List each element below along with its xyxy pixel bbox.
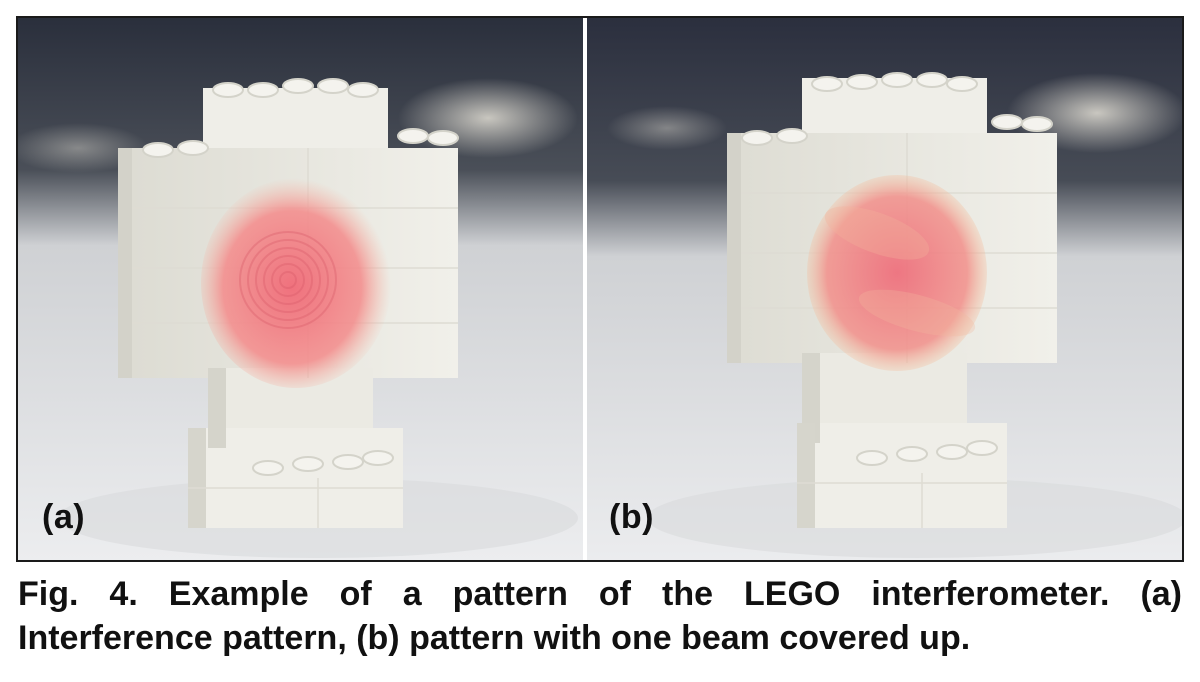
panel-divider bbox=[583, 18, 587, 560]
figure-frame: (a) bbox=[16, 16, 1184, 562]
photo-panel-a: (a) bbox=[18, 18, 583, 560]
figure-caption: Fig. 4. Example of a pattern of the LEGO… bbox=[18, 572, 1182, 660]
lego-interferometer-photo-b bbox=[587, 18, 1182, 560]
panel-label-a: (a) bbox=[42, 498, 86, 536]
single-beam-spot bbox=[807, 175, 987, 371]
lego-interferometer-photo-a bbox=[18, 18, 583, 560]
caption-line-1: Fig. 4. Example of a pattern of the LEGO… bbox=[18, 575, 1182, 613]
caption-line-2: Interference pattern, (b) pattern with o… bbox=[18, 619, 971, 657]
photo-panel-b: (b) bbox=[587, 18, 1182, 560]
panel-label-b: (b) bbox=[609, 498, 654, 536]
interference-pattern bbox=[201, 178, 391, 388]
